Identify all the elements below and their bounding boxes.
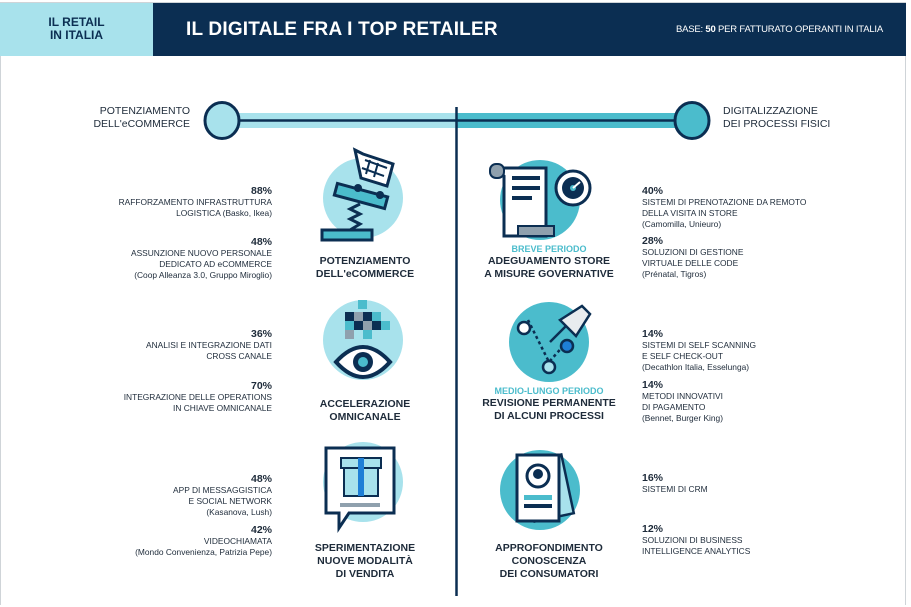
stat-percent: 40% (642, 185, 664, 197)
axis-label-line: POTENZIAMENTO (99, 105, 190, 117)
stat-line: INTELLIGENCE ANALYTICS (642, 546, 751, 556)
stat-line: DELLA VISITA IN STORE (642, 208, 738, 218)
category-caption: SPERIMENTAZIONE NUOVE MODALITÀ DI VENDIT… (275, 542, 455, 581)
stat-line: RAFFORZAMENTO INFRASTRUTTURA (118, 197, 272, 207)
stat-line: (Kasanova, Lush) (206, 507, 272, 517)
stat-line: SISTEMI DI PRENOTAZIONE DA REMOTO (642, 197, 807, 207)
section-tab: IL RETAIL IN ITALIA (0, 3, 153, 56)
stat-percent: 88% (250, 185, 272, 197)
category-caption: ACCELERAZIONE OMNICANALE (275, 398, 455, 424)
base-prefix: BASE: (675, 24, 706, 35)
stat-item: 70% INTEGRAZIONE DELLE OPERATIONS IN CHI… (32, 380, 272, 414)
stat-line: (Mondo Convenienza, Patrizia Pepe) (135, 547, 272, 557)
stat-percent: 16% (642, 472, 664, 484)
category-caption: MEDIO-LUNGO PERIODO REVISIONE PERMANENTE… (459, 385, 639, 423)
caption-line: NUOVE MODALITÀ (317, 555, 413, 567)
caption-line: A MISURE GOVERNATIVE (484, 268, 614, 280)
caption-line: ADEGUAMENTO STORE (487, 255, 611, 267)
document-stopwatch-icon (489, 160, 592, 240)
stat-item: 48% ASSUNZIONE NUOVO PERSONALE DEDICATO … (32, 236, 272, 281)
stat-item: 16% SISTEMI DI CRM (642, 472, 892, 495)
axis-label-line: DEI PROCESSI FISICI (723, 118, 831, 130)
stat-line: VIRTUALE DELLE CODE (642, 258, 739, 268)
stat-line: DI PAGAMENTO (642, 402, 706, 412)
pixel-eye-icon (323, 300, 403, 380)
caption-line: CONOSCENZA (511, 555, 587, 567)
stat-percent: 28% (642, 235, 664, 247)
stat-line: E SELF CHECK-OUT (642, 351, 723, 361)
axis-label-line: DELL'eCOMMERCE (93, 118, 190, 130)
axis-right-label: DIGITALIZZAZIONE DEI PROCESSI FISICI (723, 105, 873, 131)
stat-line: (Prénatal, Tigros) (642, 269, 707, 279)
stat-line: APP DI MESSAGGISTICA (173, 485, 272, 495)
gift-chat-icon (323, 442, 403, 533)
caption-line: SPERIMENTAZIONE (314, 542, 416, 554)
stat-line: INTEGRAZIONE DELLE OPERATIONS (123, 392, 272, 402)
stat-line: CROSS CANALE (206, 351, 272, 361)
shopping-cart-spring-icon (320, 147, 403, 242)
stat-percent: 14% (642, 379, 664, 391)
caption-line: DEI CONSUMATORI (499, 568, 599, 580)
base-number: 50 (705, 24, 716, 35)
stat-line: (Bennet, Burger King) (642, 413, 724, 423)
stat-line: ANALISI E INTEGRAZIONE DATI (146, 340, 272, 350)
caption-line: POTENZIAMENTO (319, 255, 411, 267)
stat-line: (Decathlon Italia, Esselunga) (642, 362, 750, 372)
caption-line: ACCELERAZIONE (319, 398, 411, 410)
stat-line: METODI INNOVATIVI (642, 391, 723, 401)
period-label: MEDIO-LUNGO PERIODO (494, 386, 604, 396)
caption-line: DELL'eCOMMERCE (315, 268, 415, 280)
section-tab-line: IL RETAIL (48, 15, 105, 29)
stat-item: 42% VIDEOCHIAMATA (Mondo Convenienza, Pa… (32, 524, 272, 558)
category-caption: BREVE PERIODO ADEGUAMENTO STORE A MISURE… (459, 243, 639, 281)
stat-item: 14% SISTEMI DI SELF SCANNING E SELF CHEC… (642, 328, 892, 373)
axis-left-node (203, 101, 241, 140)
base-suffix: PER FATTURATO OPERANTI IN ITALIA (715, 24, 883, 35)
stat-item: 40% SISTEMI DI PRENOTAZIONE DA REMOTO DE… (642, 185, 892, 230)
pin-route-icon (509, 302, 592, 382)
base-note: BASE: 50 PER FATTURATO OPERANTI IN ITALI… (676, 24, 883, 35)
stat-line: SOLUZIONI DI GESTIONE (642, 247, 744, 257)
caption-line: OMNICANALE (329, 411, 401, 423)
stat-percent: 48% (250, 236, 272, 248)
stat-line: LOGISTICA (Basko, Ikea) (176, 208, 272, 218)
axis-label-line: DIGITALIZZAZIONE (723, 105, 818, 117)
caption-line: DI ALCUNI PROCESSI (494, 410, 604, 422)
stat-item: 36% ANALISI E INTEGRAZIONE DATI CROSS CA… (32, 328, 272, 362)
stat-line: VIDEOCHIAMATA (203, 536, 272, 546)
stat-percent: 12% (642, 523, 664, 535)
stat-percent: 48% (250, 473, 272, 485)
stat-line: ASSUNZIONE NUOVO PERSONALE (130, 248, 272, 258)
page-title: IL DIGITALE FRA I TOP RETAILER (186, 19, 498, 40)
stat-percent: 36% (250, 328, 272, 340)
stat-line: SISTEMI DI SELF SCANNING (642, 340, 757, 350)
axis-right-node (673, 101, 711, 140)
caption-line: DI VENDITA (335, 568, 395, 580)
stat-line: E SOCIAL NETWORK (188, 496, 272, 506)
customer-profile-icon (500, 450, 580, 530)
stat-item: 14% METODI INNOVATIVI DI PAGAMENTO (Benn… (642, 379, 892, 424)
stat-item: 88% RAFFORZAMENTO INFRASTRUTTURA LOGISTI… (32, 185, 272, 219)
stat-line: DEDICATO AD eCOMMERCE (159, 259, 272, 269)
stat-line: (Camomilla, Unieuro) (642, 219, 722, 229)
stat-percent: 70% (250, 380, 272, 392)
stat-line: SOLUZIONI DI BUSINESS (642, 535, 743, 545)
stat-percent: 42% (250, 524, 272, 536)
caption-line: APPROFONDIMENTO (495, 542, 603, 554)
stat-item: 48% APP DI MESSAGGISTICA E SOCIAL NETWOR… (32, 473, 272, 518)
stat-line: (Coop Alleanza 3.0, Gruppo Miroglio) (134, 270, 272, 280)
caption-line: REVISIONE PERMANENTE (482, 397, 616, 409)
period-label: BREVE PERIODO (511, 244, 587, 254)
axis-left-label: POTENZIAMENTO DELL'eCOMMERCE (90, 105, 190, 131)
stat-line: IN CHIAVE OMNICANALE (173, 403, 272, 413)
stat-item: 28% SOLUZIONI DI GESTIONE VIRTUALE DELLE… (642, 235, 892, 280)
stat-item: 12% SOLUZIONI DI BUSINESS INTELLIGENCE A… (642, 523, 892, 557)
section-tab-line: IN ITALIA (49, 28, 104, 42)
category-caption: POTENZIAMENTO DELL'eCOMMERCE (275, 255, 455, 281)
category-caption: APPROFONDIMENTO CONOSCENZA DEI CONSUMATO… (459, 542, 639, 581)
stat-percent: 14% (642, 328, 664, 340)
stat-line: SISTEMI DI CRM (642, 484, 708, 494)
